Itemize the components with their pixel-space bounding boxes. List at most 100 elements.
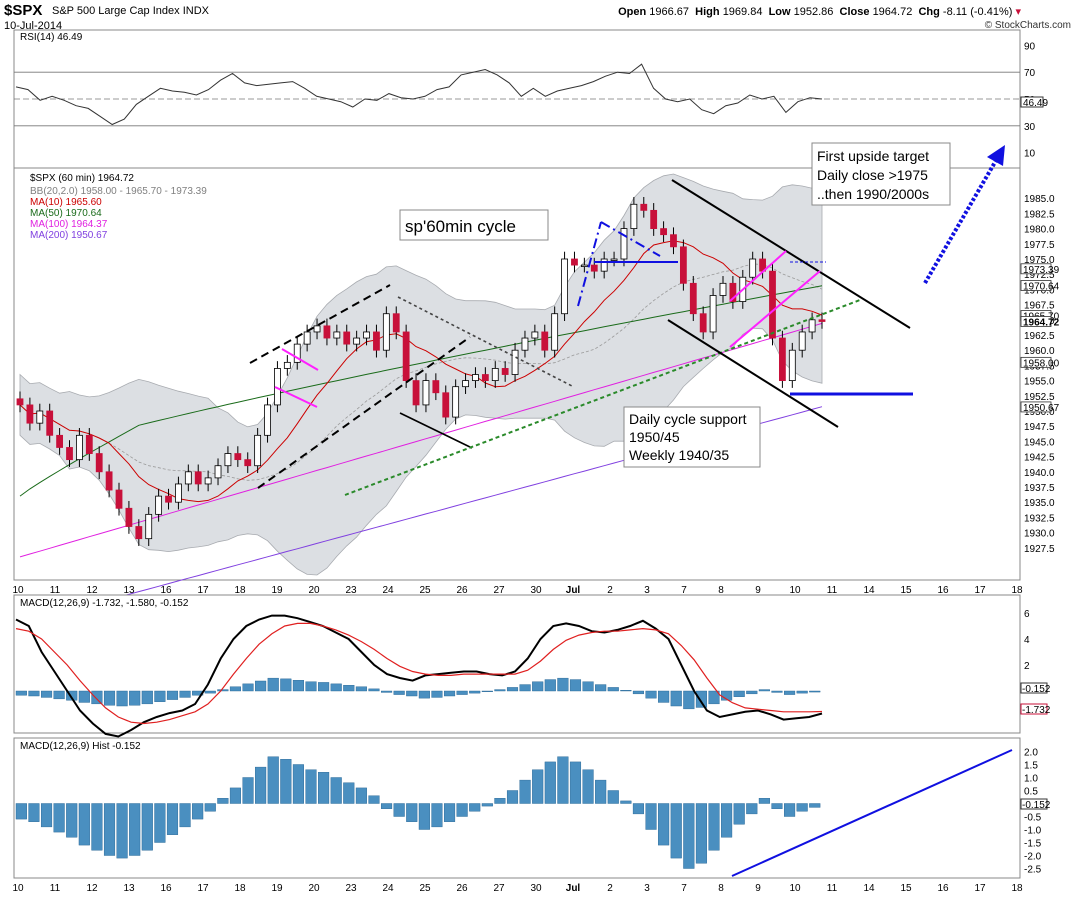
open-label: Open — [618, 6, 647, 18]
macd-hist-bar — [532, 681, 544, 692]
price-tag-box — [1020, 263, 1052, 275]
legend-bb: BB(20,2.0) 1958.00 - 1965.70 - 1973.39 — [30, 186, 207, 197]
price-tick-label: 1937.5 — [1024, 483, 1055, 494]
price-tick-label: 1962.5 — [1024, 331, 1055, 342]
price-tick-label: 1952.5 — [1024, 392, 1055, 403]
hist-bar — [809, 803, 821, 808]
macd-hist-bar — [443, 690, 456, 697]
candle-body — [402, 331, 410, 381]
macd-hist-bar — [292, 680, 304, 692]
hist-bar — [318, 772, 330, 804]
candle-body — [184, 471, 192, 485]
price-x-tick-label: 20 — [308, 585, 320, 596]
candle-body — [818, 319, 826, 322]
macd-hist-bar — [204, 690, 216, 694]
candle-body — [373, 331, 380, 351]
macd-hist-bar — [658, 690, 670, 703]
candle-body — [452, 386, 460, 418]
price-panel: 1985.0 1982.5 1980.0 1977.5 1975.0 1972.51970… — [12, 142, 1060, 625]
macd-panel: 6 4 2 MACD(12,26,9) -1.732, -1.580, -0.152… — [13, 594, 1051, 738]
hist-x-tick-label: 17 — [974, 883, 986, 894]
candle-body — [511, 349, 519, 375]
rsi-title: RSI(14) 46.49 — [20, 32, 83, 43]
hist-bar — [91, 803, 103, 851]
candle-body — [343, 331, 351, 345]
hist-bar — [179, 803, 191, 828]
price-x-tick-label: Jul — [566, 585, 581, 596]
price-tick-label: 1930.0 — [1024, 529, 1055, 540]
high-value: 1969.84 — [722, 6, 763, 18]
hist-bar — [670, 803, 682, 859]
price-tag-label: 1958.00 — [1023, 358, 1060, 369]
macd-hist-bar — [746, 690, 758, 695]
price-x-tick-label: 23 — [345, 585, 357, 596]
hist-last-tag: -0.152 — [1020, 798, 1051, 811]
price-x-tick-label: 25 — [419, 585, 431, 596]
macd-hist-bar — [393, 690, 405, 695]
candle-body — [382, 313, 390, 351]
hist-bar — [305, 769, 317, 804]
candle-body — [333, 331, 341, 339]
price-x-tick-label: 11 — [827, 585, 838, 596]
price-tick-label: 1972.5 — [1024, 270, 1055, 281]
hist-bars — [15, 756, 821, 869]
candle-body — [194, 471, 202, 485]
support-trend-dotted — [344, 299, 861, 496]
macd-y-axis: 6 4 2 — [1024, 609, 1030, 672]
macd-hist-bar — [796, 690, 808, 694]
price-x-tick-label: 17 — [974, 585, 986, 596]
hist-x-tick-label: 11 — [827, 883, 838, 894]
hist-bar — [40, 803, 53, 828]
candle-body — [660, 228, 667, 236]
macd-hist-bar — [343, 685, 355, 692]
hist-bar — [242, 777, 254, 804]
legend-spx: $SPX (60 min) 1964.72 — [30, 173, 134, 184]
hist-bar — [355, 787, 367, 804]
candle-body — [115, 489, 123, 509]
macd-hist-bar — [544, 679, 556, 692]
channel-upper-1 — [249, 284, 391, 364]
macd-hist-bar — [116, 690, 128, 707]
price-x-tick-label: 13 — [123, 585, 135, 596]
hist-bar — [292, 764, 304, 804]
price-tick-label: 1932.5 — [1024, 513, 1055, 524]
hist-x-tick-label: 24 — [382, 883, 394, 894]
macd-hist-bar — [670, 690, 682, 707]
candle-body — [274, 368, 281, 406]
candle-body — [501, 368, 509, 375]
macd-hist-bar — [28, 690, 40, 697]
ma10-line — [19, 240, 823, 503]
candle-body — [719, 282, 727, 296]
price-tick-label: 1950.0 — [1024, 407, 1055, 418]
price-x-tick-label: 8 — [718, 585, 724, 596]
hist-x-tick-label: 11 — [50, 883, 61, 894]
hist-x-tick-label: 14 — [863, 883, 875, 894]
hist-tick-label: -2.5 — [1024, 865, 1042, 876]
candle-body — [135, 526, 143, 540]
hist-bar — [330, 777, 342, 804]
macd-hist-bar — [607, 687, 619, 692]
hist-x-tick-label: 10 — [12, 883, 24, 894]
hist-panel: 2.0 1.5 1.0 0.5 -0.5 -1.0 -1.5 -2.0 -2.5 MACD(12… — [12, 737, 1051, 894]
hist-bar — [229, 787, 241, 804]
legend-ma100: MA(100) 1964.37 — [30, 219, 108, 230]
price-tag-box — [1020, 280, 1052, 291]
chg-value: -8.11 (-0.41%) — [942, 6, 1013, 18]
trend-annotations — [249, 145, 1005, 496]
hist-x-tick-label: 23 — [345, 883, 357, 894]
macd-hist-bar — [456, 690, 468, 695]
candle-body — [95, 453, 103, 473]
flag-magenta-2 — [274, 386, 318, 408]
macd-hist-bar — [129, 690, 141, 706]
macd-hist-bar — [305, 681, 317, 692]
candle-body — [392, 313, 400, 333]
candle-body — [620, 228, 628, 260]
macd-tick-label: 2 — [1024, 661, 1030, 672]
hist-bar — [557, 756, 569, 804]
price-x-tick-label: 15 — [900, 585, 912, 596]
hist-x-tick-label: 18 — [234, 883, 246, 894]
macd-hist-bar — [66, 690, 78, 701]
hist-bar — [607, 790, 619, 804]
hist-x-tick-label: 15 — [900, 883, 912, 894]
price-tick-label: 1935.0 — [1024, 498, 1055, 509]
